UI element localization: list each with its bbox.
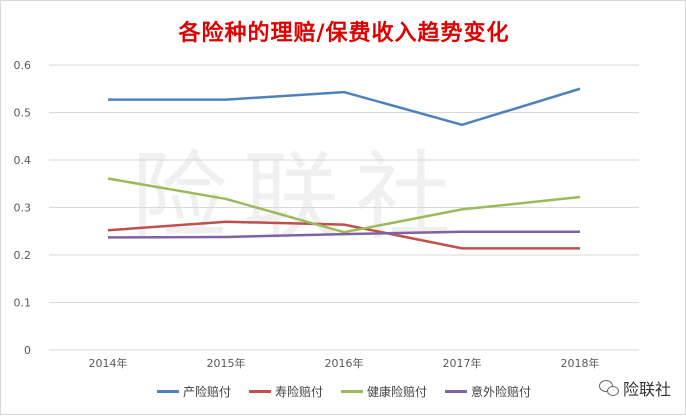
legend-swatch xyxy=(156,390,179,393)
y-tick-label: 0.1 xyxy=(14,297,32,310)
legend-label: 意外险赔付 xyxy=(471,385,532,399)
legend-label: 产险赔付 xyxy=(182,385,231,399)
legend-label: 寿险赔付 xyxy=(274,385,323,399)
chart-title: 各险种的理赔/保费收入趋势变化 xyxy=(178,20,510,46)
x-tick-label: 2016年 xyxy=(325,356,364,370)
legend-item: 寿险赔付 xyxy=(248,383,323,400)
legend-swatch xyxy=(248,390,271,393)
series-line xyxy=(107,177,581,234)
x-tick-label: 2017年 xyxy=(443,356,482,370)
series-line xyxy=(107,220,580,250)
legend-item: 意外险赔付 xyxy=(445,383,531,400)
y-tick-label: 0.6 xyxy=(14,59,32,72)
x-tick-label: 2018年 xyxy=(561,356,600,370)
wechat-icon xyxy=(598,380,619,396)
legend-swatch xyxy=(341,390,363,393)
x-tick-label: 2014年 xyxy=(89,356,128,370)
legend-swatch xyxy=(445,390,468,393)
series-line xyxy=(108,87,581,127)
y-tick-label: 0.4 xyxy=(14,154,32,167)
y-tick-label: 0.5 xyxy=(14,107,32,120)
series-line xyxy=(107,230,580,239)
watermark-text: 险联社 xyxy=(622,380,671,399)
legend-label: 健康险赔付 xyxy=(367,385,428,399)
watermark: 险联社 xyxy=(598,376,671,400)
y-tick-label: 0.3 xyxy=(14,202,32,215)
y-tick-label: 0 xyxy=(24,344,31,357)
x-tick-label: 2015年 xyxy=(207,356,246,370)
legend-item: 产险赔付 xyxy=(156,383,231,400)
legend-item: 健康险赔付 xyxy=(341,383,427,400)
y-tick-label: 0.2 xyxy=(14,249,32,262)
chart-legend: 产险赔付 寿险赔付 健康险赔付 意外险赔付 xyxy=(1,383,686,400)
